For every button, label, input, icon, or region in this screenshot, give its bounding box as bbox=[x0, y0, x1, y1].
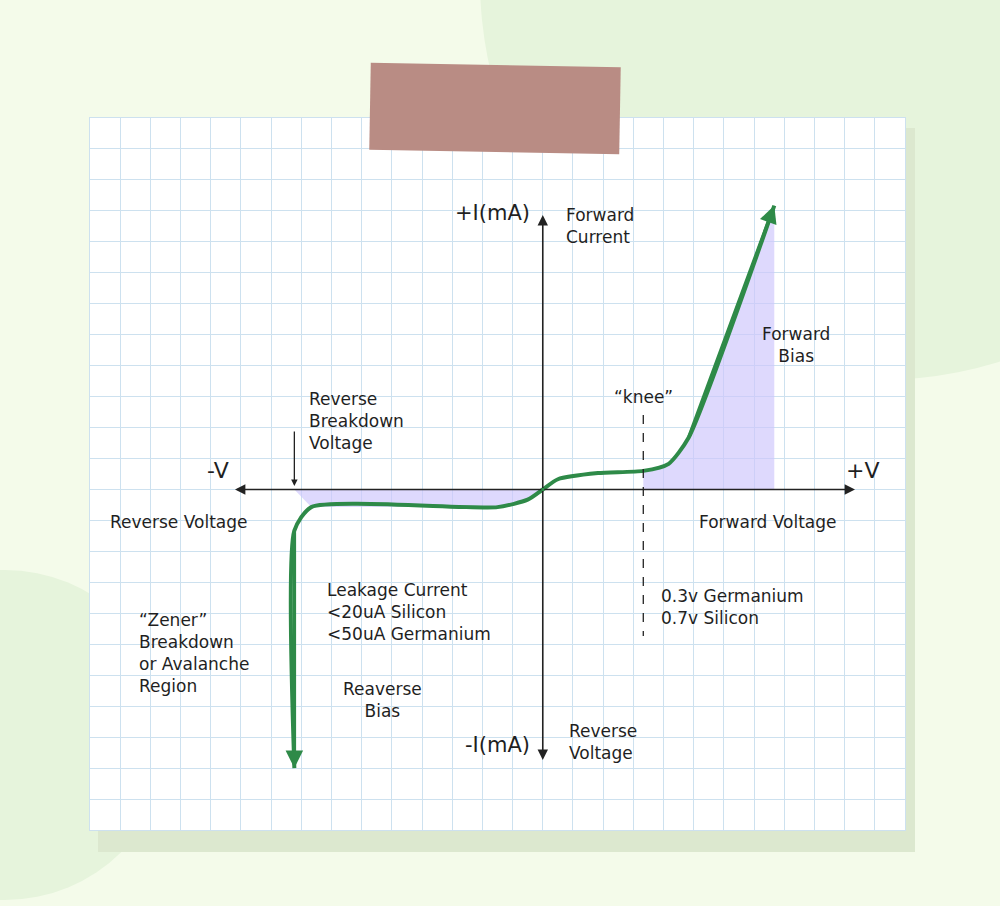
svg-text:+V: +V bbox=[846, 458, 879, 483]
svg-text:ReverseVoltage: ReverseVoltage bbox=[569, 721, 637, 763]
svg-text:Forward Voltage: Forward Voltage bbox=[699, 512, 837, 532]
svg-text:ReverseBreakdownVoltage: ReverseBreakdownVoltage bbox=[309, 389, 404, 453]
svg-text:ReaverseBias: ReaverseBias bbox=[343, 679, 422, 721]
svg-text:“Zener”Breakdownor AvalancheRe: “Zener”Breakdownor AvalancheRegion bbox=[139, 610, 249, 696]
svg-text:“knee”: “knee” bbox=[614, 387, 673, 407]
svg-text:+I(mA): +I(mA) bbox=[455, 201, 530, 225]
svg-text:-I(mA): -I(mA) bbox=[465, 733, 530, 757]
svg-text:-V: -V bbox=[207, 458, 229, 483]
svg-text:ForwardBias: ForwardBias bbox=[762, 324, 830, 366]
svg-text:ForwardCurrent: ForwardCurrent bbox=[566, 205, 634, 247]
svg-text:0.3v Germanium0.7v Silicon: 0.3v Germanium0.7v Silicon bbox=[661, 586, 804, 628]
svg-text:Leakage Current<20uA Silicon<5: Leakage Current<20uA Silicon<50uA German… bbox=[327, 580, 491, 644]
svg-text:Reverse Voltage: Reverse Voltage bbox=[110, 512, 248, 532]
